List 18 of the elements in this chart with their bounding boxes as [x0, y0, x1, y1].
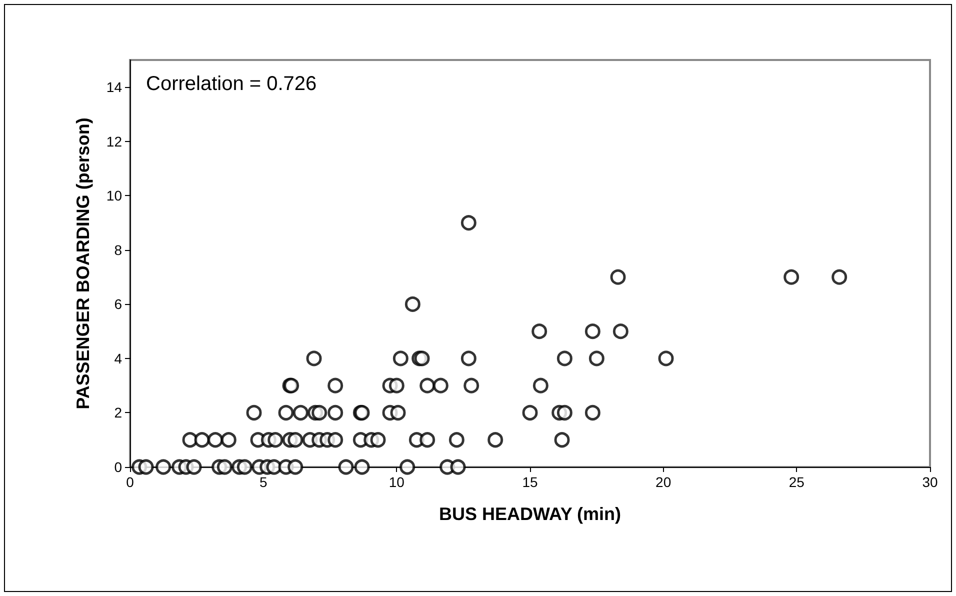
y-tick-label: 6 — [114, 296, 122, 312]
x-tick-label: 15 — [522, 474, 538, 490]
x-tick-label: 5 — [259, 474, 268, 490]
y-tick-label: 4 — [114, 350, 122, 366]
y-tick-label: 12 — [106, 133, 122, 150]
x-axis-title: BUS HEADWAY (min) — [438, 504, 622, 524]
y-tick-label: 10 — [106, 188, 122, 204]
x-tick-label: 25 — [788, 474, 805, 490]
annotation: Correlation = 0.726 — [146, 73, 317, 95]
x-tick-label: 30 — [922, 474, 938, 490]
y-tick-label: 8 — [114, 242, 122, 258]
y-tick-label: 2 — [114, 404, 122, 421]
x-tick-label: 20 — [656, 474, 672, 490]
x-tick-label: 10 — [388, 474, 405, 490]
y-tick-label: 14 — [106, 79, 122, 96]
y-axis-title: PASSENGER BOARDING (person) — [73, 118, 93, 410]
x-tick-label: 0 — [126, 474, 134, 490]
y-tick-label: 0 — [114, 459, 122, 475]
